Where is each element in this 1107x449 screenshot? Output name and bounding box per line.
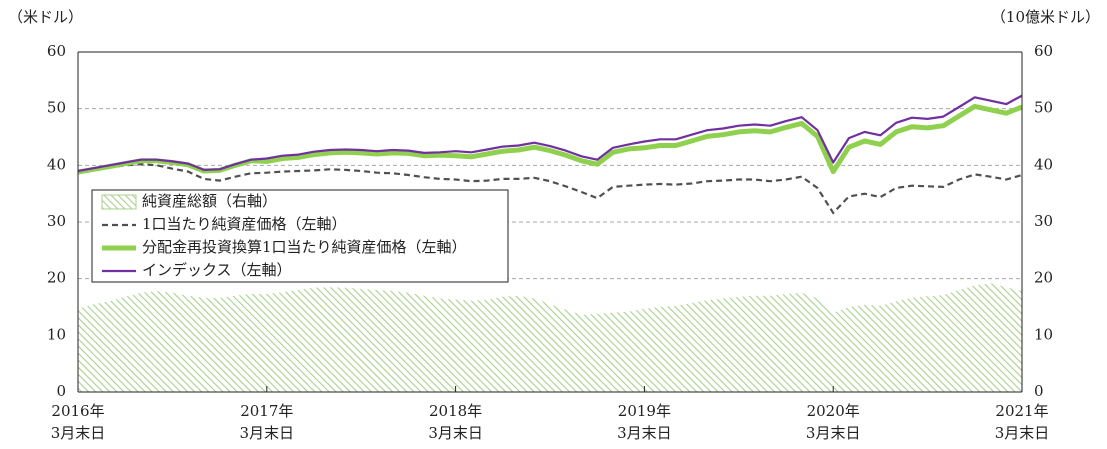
y2-tick-label: 0 [1034,382,1044,400]
legend-label: 1口当たり純資産価格（左軸） [142,215,347,233]
y2-tick-label: 50 [1034,99,1053,117]
y-tick-label: 10 [47,325,66,343]
legend-swatch [101,194,137,210]
x-tick-label: 2018年 [429,402,482,420]
y-axis-label: （米ドル） [8,8,83,26]
line [77,163,1023,215]
legend-box [91,189,509,283]
x-tick-label: 2016年 [51,402,104,420]
x-tick-label: 3月末日 [51,424,106,442]
x-tick-label: 3月末日 [240,424,295,442]
y-tick-label: 40 [47,155,66,173]
y-tick-label: 60 [47,42,66,60]
y2-tick-label: 40 [1034,155,1053,173]
area [78,283,1022,392]
y-tick-label: 30 [47,212,66,230]
y2-tick-label: 10 [1034,325,1053,343]
y-tick-label: 20 [47,269,66,287]
y2-tick-label: 30 [1034,212,1053,230]
y2-tick-label: 60 [1034,42,1053,60]
legend-label: 純資産総額（右軸） [142,192,277,210]
x-tick-label: 3月末日 [995,424,1050,442]
x-tick-label: 2019年 [618,402,671,420]
x-tick-label: 3月末日 [806,424,861,442]
x-tick-label: 2017年 [240,402,293,420]
legend-label: 分配金再投資換算1口当たり純資産価格（左軸） [142,238,467,256]
line [77,94,1023,173]
y-tick-label: 50 [47,99,66,117]
x-tick-label: 3月末日 [428,424,483,442]
x-tick-label: 3月末日 [617,424,672,442]
legend-label: インデックス（左軸） [142,261,292,279]
y-tick-label: 0 [56,382,66,400]
line [77,103,1023,175]
x-tick-label: 2021年 [995,402,1048,420]
y2-axis-label: （10億米ドル） [991,8,1100,26]
y2-tick-label: 20 [1034,269,1053,287]
x-tick-label: 2020年 [807,402,860,420]
